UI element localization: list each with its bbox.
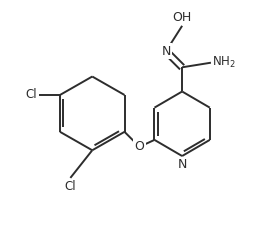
- Text: Cl: Cl: [25, 88, 37, 101]
- Text: OH: OH: [172, 11, 192, 24]
- Text: NH$_2$: NH$_2$: [212, 55, 236, 70]
- Text: N: N: [161, 45, 171, 58]
- Text: N: N: [177, 158, 187, 171]
- Text: O: O: [134, 140, 145, 153]
- Text: Cl: Cl: [64, 180, 76, 193]
